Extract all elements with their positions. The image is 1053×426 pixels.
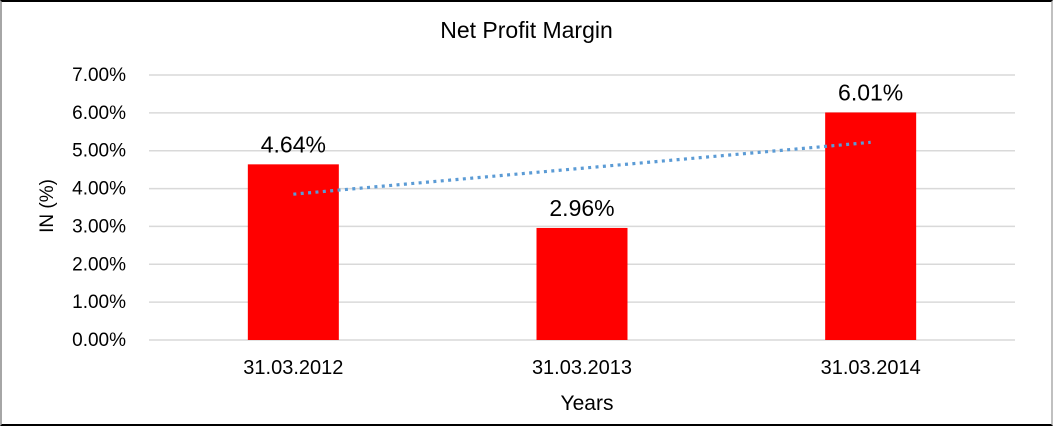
trendline [293,140,871,196]
y-axis-tick-label: 2.00% [72,254,126,275]
x-axis-tick-label: 31.03.2014 [821,357,921,379]
bar-data-label: 6.01% [838,79,903,105]
y-axis-tick-label: 7.00% [72,65,126,86]
bar-data-label: 2.96% [549,195,614,221]
y-axis-tick-label: 3.00% [72,216,126,237]
chart-title: Net Profit Margin [440,17,613,43]
y-axis-tick-label: 1.00% [72,292,126,313]
x-axis-title: Years [560,392,614,415]
y-axis-tick-label: 4.00% [72,179,126,200]
x-axis-tick-label: 31.03.2012 [243,357,343,379]
x-axis-tick-label: 31.03.2013 [532,357,632,379]
y-axis-tick-label: 5.00% [72,141,126,162]
y-axis-tick-label: 6.00% [72,103,126,124]
bar [536,227,628,340]
y-axis-tick-label: 0.00% [72,330,126,351]
bar [825,112,917,340]
bar-data-label: 4.64% [261,131,326,157]
